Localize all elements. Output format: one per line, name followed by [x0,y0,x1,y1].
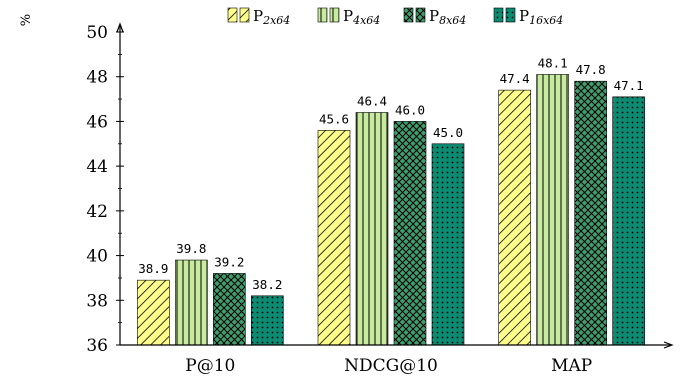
y-tick-label: 36 [86,336,108,356]
legend-swatch [317,7,328,23]
data-label: 38.2 [252,277,282,292]
bar-4x64-ndcgat10 [355,112,389,346]
bar-2x64-map [498,89,531,346]
legend-entry-subscript: 4x64 [352,14,380,27]
y-tick-label: 38 [86,291,108,311]
grid-lines [120,31,662,301]
data-label: 38.9 [138,261,168,276]
legend-swatch [505,7,516,23]
data-label: 46.4 [357,93,387,108]
y-tick-label: 42 [86,202,108,222]
data-labels: 38.9 39.8 39.2 38.2 45.6 46.4 46.0 45.0 47.4 48.1… [138,55,643,291]
legend-swatch [493,7,504,23]
bar-8x64-ndcgat10 [393,121,427,346]
bar-16x64-map [612,96,645,346]
bar-4x64-pat10 [175,259,208,346]
legend-swatch [227,7,238,23]
data-label: 39.2 [214,254,244,269]
legend-swatch [329,7,340,23]
data-label: 48.1 [538,55,568,70]
bar-4x64-map [536,74,569,346]
legend-entry-subscript: 16x64 [529,14,563,27]
legend-swatch [403,7,414,23]
y-tick-label: 44 [86,157,108,177]
legend-entry-label: P8x64 [429,7,466,27]
x-axis-arrow [663,341,674,349]
data-label: 46.0 [395,102,425,117]
data-label: 45.0 [433,125,463,140]
x-category-label: MAP [551,356,592,376]
y-axis-unit-label: % [19,14,34,26]
legend: P2x64 P4x64 P8x64 P16x64 [227,7,563,27]
y-tick-label: 50 [86,23,108,43]
bar-8x64-map [574,80,607,346]
data-label: 47.8 [576,62,606,77]
bars [137,74,645,346]
bar-2x64-pat10 [137,279,170,346]
data-label: 39.8 [176,241,206,256]
y-tick-label: 46 [86,112,108,132]
legend-entry-subscript: 2x64 [262,14,290,27]
bar-16x64-pat10 [251,295,284,346]
y-axis-arrow [116,22,124,33]
data-label: 47.1 [614,78,644,93]
y-tick-label: 40 [86,247,108,267]
bar-16x64-ndcgat10 [431,143,465,346]
x-category-label: P@10 [185,356,235,376]
legend-entry-label: P2x64 [253,7,290,27]
data-label: 45.6 [319,111,349,126]
legend-entry-label: P4x64 [343,7,380,27]
y-tick-label: 48 [86,68,108,88]
bar-8x64-pat10 [213,273,246,346]
legend-swatch [239,7,250,23]
legend-entry-subscript: 8x64 [439,14,466,27]
x-category-label: NDCG@10 [344,356,438,376]
legend-entry-label: P16x64 [519,7,563,27]
axes: 36 38 40 42 44 46 48 50 P@10 NDCG@10 MAP [86,22,674,376]
legend-swatch [415,7,426,23]
data-label: 47.4 [500,71,530,86]
bar-2x64-ndcgat10 [317,130,351,346]
